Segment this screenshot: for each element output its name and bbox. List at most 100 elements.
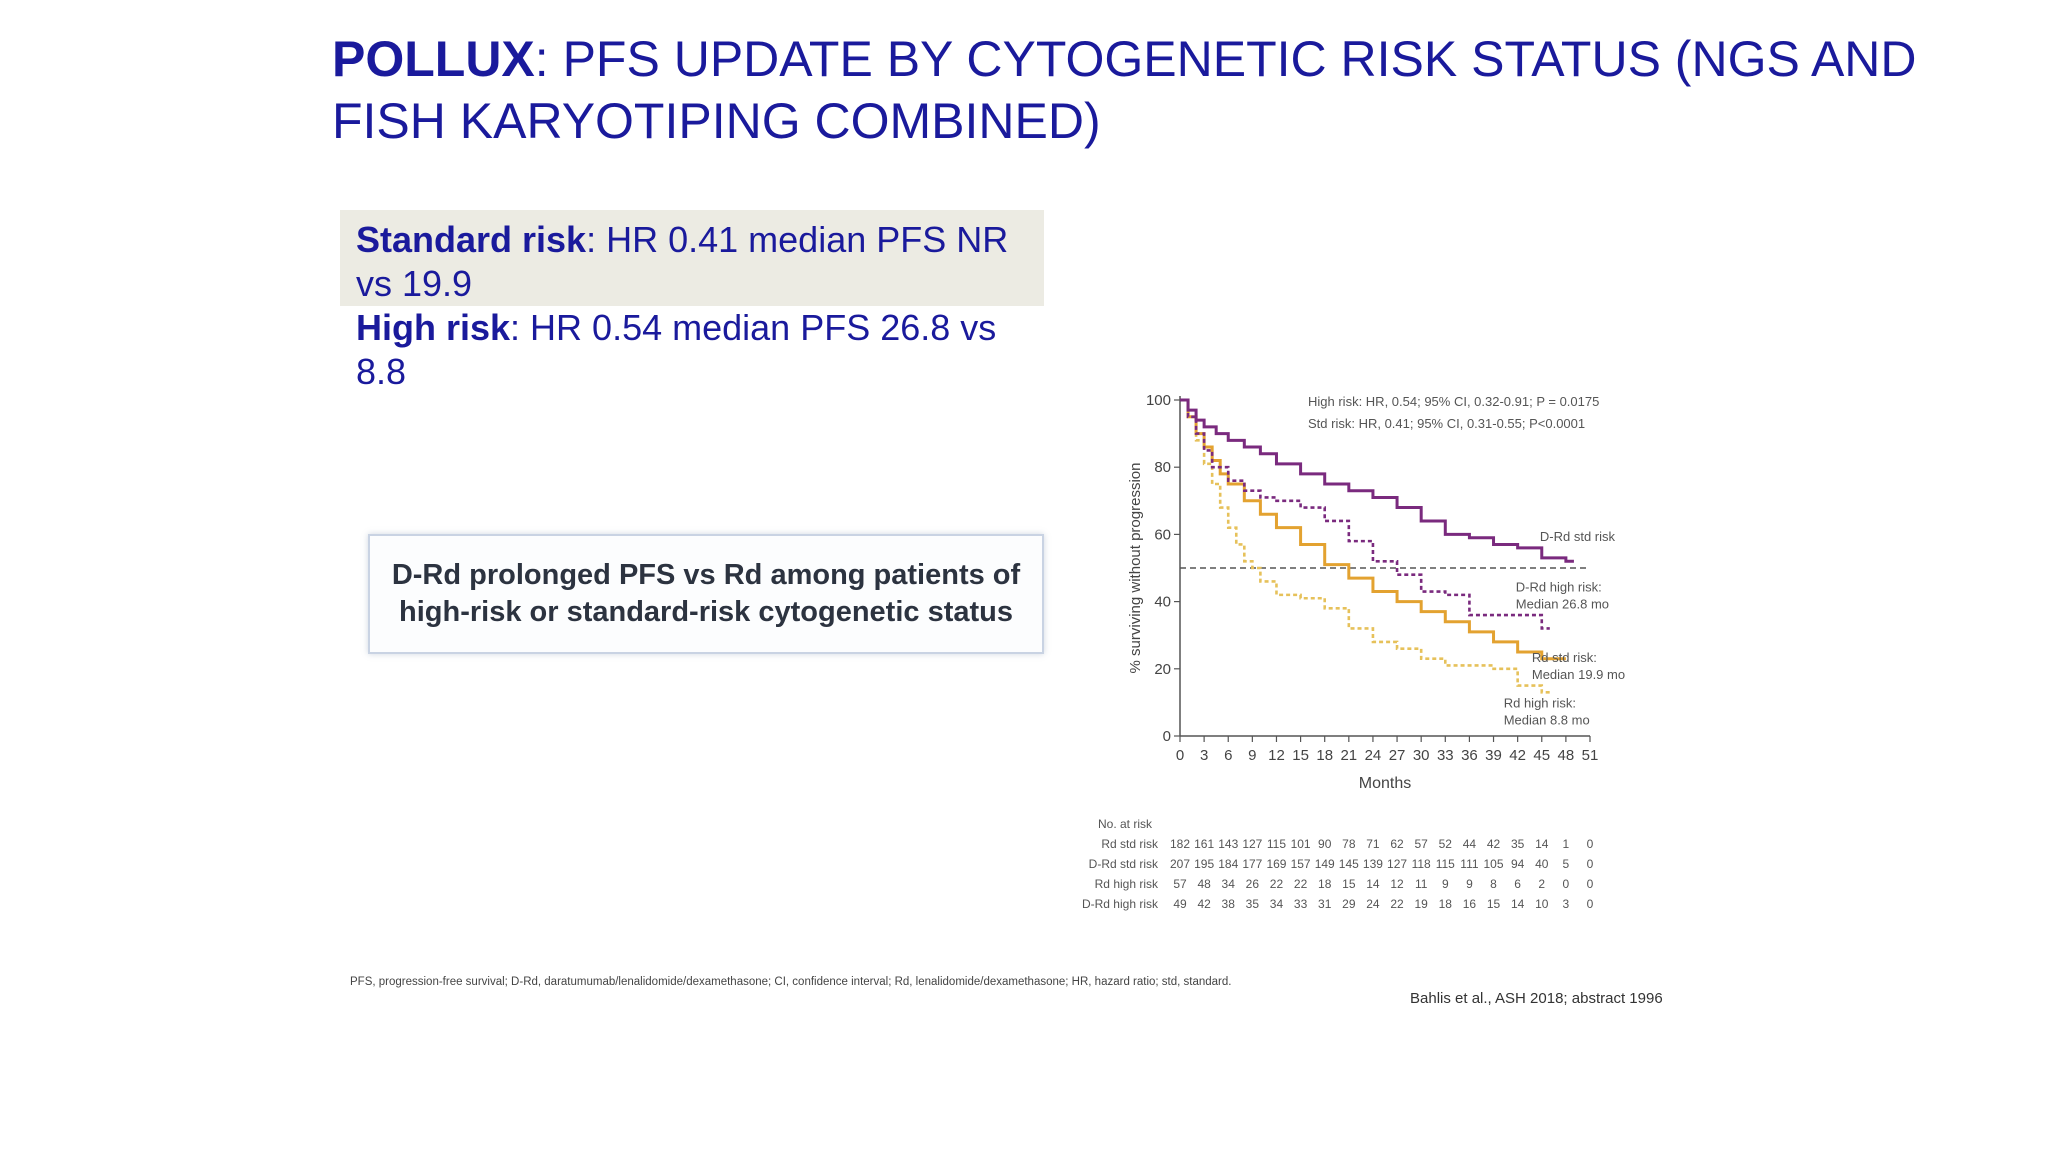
series-label-rd-std: Rd std risk: [1532,650,1597,665]
at-risk-value: 145 [1339,857,1359,871]
at-risk-value: 15 [1487,897,1501,911]
at-risk-value: 71 [1366,837,1380,851]
at-risk-value: 57 [1414,837,1428,851]
title-rest: : PFS UPDATE BY CYTOGENETIC RISK STATUS … [332,31,1917,149]
at-risk-value: 111 [1460,857,1479,871]
at-risk-value: 16 [1463,897,1477,911]
at-risk-value: 42 [1197,897,1211,911]
x-tick-label: 18 [1316,747,1333,764]
at-risk-row-label: Rd high risk [1095,877,1159,891]
at-risk-value: 0 [1587,897,1594,911]
x-tick-label: 48 [1558,747,1575,764]
at-risk-value: 90 [1318,837,1332,851]
at-risk-value: 22 [1294,877,1308,891]
at-risk-value: 3 [1563,897,1570,911]
at-risk-value: 31 [1318,897,1332,911]
x-tick-label: 6 [1224,747,1232,764]
at-risk-value: 49 [1173,897,1187,911]
at-risk-value: 18 [1318,877,1332,891]
at-risk-value: 44 [1463,837,1477,851]
at-risk-value: 143 [1218,837,1238,851]
y-tick-label: 40 [1154,594,1171,611]
at-risk-value: 26 [1246,877,1260,891]
at-risk-value: 0 [1587,877,1594,891]
series-label-drd-std: D-Rd std risk [1540,529,1616,544]
series-label-drd-high: Median 26.8 mo [1516,597,1609,612]
at-risk-value: 0 [1563,877,1570,891]
at-risk-value: 118 [1412,857,1431,871]
at-risk-value: 94 [1511,857,1525,871]
standard-risk-label: Standard risk [356,219,587,260]
x-tick-label: 30 [1413,747,1430,764]
at-risk-value: 11 [1415,877,1428,891]
x-tick-label: 33 [1437,747,1454,764]
hr-annotation: High risk: HR, 0.54; 95% CI, 0.32-0.91; … [1308,394,1599,409]
at-risk-value: 34 [1270,897,1284,911]
series-drd-high-line [1180,398,1550,630]
at-risk-header: No. at risk [1098,817,1153,831]
x-tick-label: 12 [1268,747,1285,764]
conclusion-text: D-Rd prolonged PFS vs Rd among patients … [391,559,1021,628]
at-risk-value: 57 [1173,877,1187,891]
series-label-drd-high: D-Rd high risk: [1516,580,1602,595]
x-tick-label: 21 [1340,747,1357,764]
at-risk-value: 139 [1363,857,1383,871]
standard-risk-line: Standard risk: HR 0.41 median PFS NR vs … [356,218,1036,306]
x-tick-label: 27 [1389,747,1406,764]
at-risk-value: 5 [1563,857,1570,871]
at-risk-value: 6 [1514,877,1521,891]
x-tick-label: 9 [1248,747,1256,764]
risk-summary: Standard risk: HR 0.41 median PFS NR vs … [356,218,1036,394]
at-risk-value: 35 [1246,897,1260,911]
at-risk-value: 9 [1442,877,1449,891]
at-risk-value: 127 [1242,837,1262,851]
x-tick-label: 15 [1292,747,1309,764]
at-risk-value: 22 [1270,877,1284,891]
x-tick-label: 45 [1533,747,1550,764]
at-risk-value: 34 [1222,877,1236,891]
y-tick-label: 80 [1154,459,1171,476]
at-risk-value: 149 [1315,857,1335,871]
trial-name: POLLUX [332,31,535,87]
x-tick-label: 0 [1176,747,1184,764]
abbreviations-footnote: PFS, progression-free survival; D-Rd, da… [350,976,1232,988]
y-tick-label: 60 [1154,526,1171,543]
at-risk-value: 127 [1387,857,1407,871]
citation: Bahlis et al., ASH 2018; abstract 1996 [1410,990,1663,1007]
at-risk-value: 169 [1266,857,1286,871]
at-risk-value: 18 [1439,897,1453,911]
x-axis-label: Months [1359,775,1411,792]
at-risk-value: 161 [1194,837,1214,851]
at-risk-value: 115 [1436,857,1455,871]
at-risk-value: 38 [1222,897,1236,911]
at-risk-value: 157 [1291,857,1311,871]
at-risk-value: 24 [1366,897,1380,911]
at-risk-value: 2 [1538,877,1545,891]
at-risk-value: 33 [1294,897,1308,911]
at-risk-row-label: Rd std risk [1101,837,1159,851]
at-risk-value: 0 [1587,857,1594,871]
at-risk-value: 0 [1587,837,1594,851]
at-risk-value: 40 [1535,857,1549,871]
at-risk-value: 115 [1267,837,1286,851]
at-risk-value: 29 [1342,897,1356,911]
standard-risk-text: : HR 0.41 median PFS NR vs 19.9 [356,219,1009,304]
x-tick-label: 3 [1200,747,1208,764]
high-risk-label: High risk [356,307,511,348]
at-risk-value: 19 [1414,897,1428,911]
at-risk-value: 15 [1342,877,1356,891]
x-tick-label: 51 [1582,747,1599,764]
at-risk-value: 12 [1390,877,1404,891]
x-tick-label: 24 [1365,747,1382,764]
at-risk-value: 105 [1484,857,1504,871]
series-rd-std-line [1180,398,1566,661]
at-risk-value: 35 [1511,837,1525,851]
series-drd-std-line [1180,398,1574,563]
at-risk-value: 14 [1511,897,1525,911]
at-risk-value: 1 [1563,837,1570,851]
y-tick-label: 20 [1154,661,1171,678]
conclusion-box: D-Rd prolonged PFS vs Rd among patients … [368,534,1044,654]
at-risk-value: 62 [1390,837,1404,851]
high-risk-line: High risk: HR 0.54 median PFS 26.8 vs 8.… [356,306,1036,394]
